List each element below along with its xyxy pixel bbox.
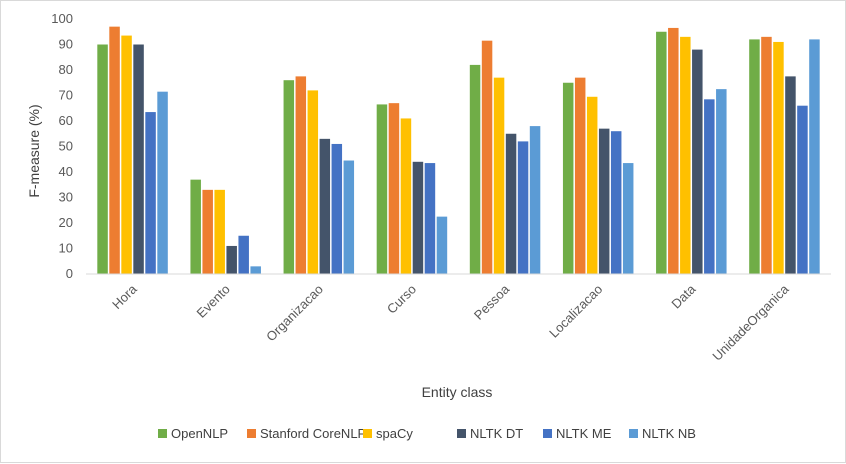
bar-opennlp-data [656,31,667,274]
legend-label-spacy: spaCy [376,426,413,441]
bar-stanford-corenlp-unidadeorganica [761,36,772,274]
bar-nltk-nb-curso [436,216,448,275]
bar-stanford-corenlp-curso [388,103,400,275]
bar-nltk-me-evento [238,235,249,274]
y-tick-label: 20 [59,215,73,230]
legend-swatch-nltk-me [543,429,552,438]
y-axis: 0 10 20 30 40 50 60 70 80 90 100 [51,11,73,281]
bar-stanford-corenlp-localizacao [574,77,586,275]
y-tick-label: 70 [59,88,73,103]
bar-nltk-me-organizacao [331,143,343,274]
y-tick-label: 60 [59,113,73,128]
bar-nltk-dt-unidadeorganica [785,76,796,275]
y-tick-label: 80 [59,62,73,77]
bar-nltk-dt-data [692,49,703,274]
bar-stanford-corenlp-pessoa [481,40,493,274]
y-tick-label: 30 [59,190,73,205]
x-axis-title: Entity class [422,384,493,400]
bar-nltk-nb-evento [250,266,261,274]
bar-spacy-organizacao [307,90,319,275]
bar-spacy-pessoa [493,77,505,275]
bar-spacy-hora [121,35,132,274]
y-tick-label: 10 [59,241,73,256]
legend-label-nltk-dt: NLTK DT [470,426,523,441]
bar-nltk-nb-unidadeorganica [809,39,820,275]
bar-nltk-me-pessoa [517,141,529,274]
legend-swatch-opennlp [158,429,167,438]
bar-nltk-dt-evento [226,245,237,274]
bars-group [97,26,820,275]
x-tick-label-data: Data [668,281,699,312]
bar-stanford-corenlp-evento [202,189,213,274]
bar-nltk-nb-hora [157,91,168,275]
bar-nltk-dt-hora [133,44,144,274]
bar-spacy-data [680,36,691,274]
bar-nltk-nb-pessoa [529,126,541,274]
legend-swatch-spacy [363,429,372,438]
x-tick-label-hora: Hora [109,281,140,312]
bar-opennlp-unidadeorganica [749,39,760,275]
legend-label-nltk-nb: NLTK NB [642,426,696,441]
bar-nltk-dt-pessoa [505,133,517,274]
bar-stanford-corenlp-organizacao [295,76,307,275]
x-tick-label-pessoa: Pessoa [471,281,513,323]
x-tick-label-unidadeorganica: UnidadeOrganica [709,281,792,364]
legend-swatch-nltk-nb [629,429,638,438]
y-tick-label: 100 [51,11,73,26]
legend-swatch-nltk-dt [457,429,466,438]
x-axis: Hora Evento Organizacao Curso Pessoa Localiza… [109,281,792,364]
legend: OpenNLP Stanford CoreNLP spaCy NLTK DT NLTK … [158,426,696,441]
bar-spacy-curso [400,118,412,274]
bar-opennlp-organizacao [283,80,295,274]
bar-nltk-nb-organizacao [343,160,355,274]
bar-opennlp-curso [376,104,388,274]
y-tick-label: 40 [59,164,73,179]
legend-label-opennlp: OpenNLP [171,426,228,441]
x-tick-label-localizacao: Localizacao [546,282,605,341]
y-tick-label: 0 [66,266,73,281]
x-tick-label-evento: Evento [194,282,233,321]
x-tick-label-organizacao: Organizacao [263,282,326,345]
bar-opennlp-hora [97,44,108,274]
y-tick-label: 90 [59,37,73,52]
bar-spacy-evento [214,189,225,274]
bar-nltk-me-localizacao [610,131,622,274]
bar-spacy-unidadeorganica [773,41,784,275]
bar-opennlp-pessoa [469,64,481,275]
y-tick-label: 50 [59,139,73,154]
bar-nltk-dt-curso [412,161,424,274]
legend-label-stanford-corenlp: Stanford CoreNLP [260,426,366,441]
bar-nltk-nb-localizacao [622,163,634,274]
bar-nltk-dt-localizacao [598,128,610,274]
bar-nltk-dt-organizacao [319,138,331,274]
bar-nltk-me-hora [145,112,156,274]
bar-nltk-me-data [704,99,715,274]
bar-spacy-localizacao [586,96,598,274]
legend-label-nltk-me: NLTK ME [556,426,612,441]
bar-nltk-nb-data [716,89,727,275]
x-tick-label-curso: Curso [384,282,419,317]
bar-stanford-corenlp-data [668,27,679,275]
bar-nltk-me-unidadeorganica [797,105,808,274]
bar-nltk-me-curso [424,163,436,274]
bar-opennlp-evento [190,179,201,274]
bar-stanford-corenlp-hora [109,26,120,275]
bar-opennlp-localizacao [562,82,574,274]
y-axis-title: F-measure (%) [26,104,42,197]
legend-swatch-stanford-corenlp [247,429,256,438]
